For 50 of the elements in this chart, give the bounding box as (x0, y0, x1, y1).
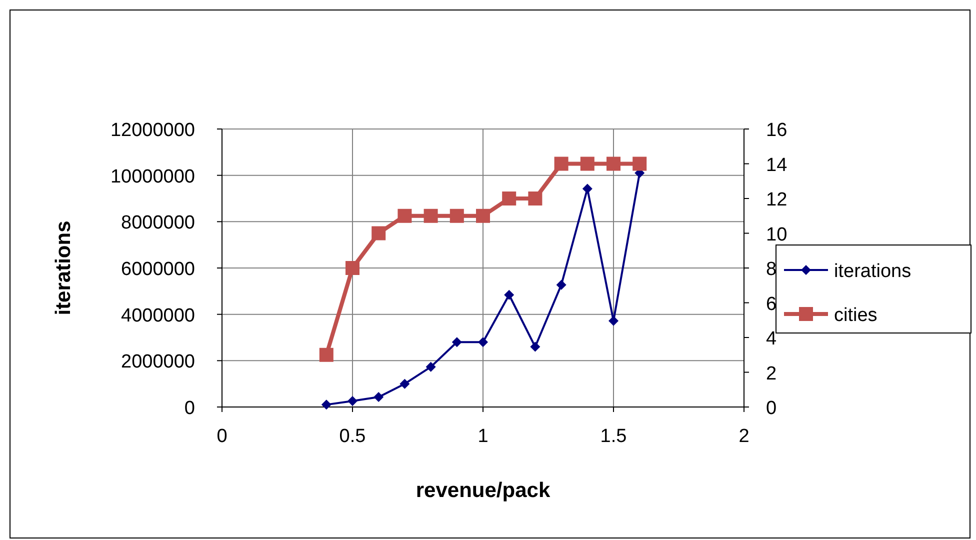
point (476, 208, 490, 223)
point (582, 184, 592, 194)
point (528, 192, 542, 206)
point (321, 400, 332, 410)
y2-tick-label: 4 (766, 328, 777, 350)
y2-tick-label: 8 (766, 259, 777, 280)
point (319, 348, 334, 362)
point (606, 156, 620, 171)
legend-label: iterations (834, 261, 912, 282)
y2-tick-label: 14 (766, 154, 788, 176)
point (556, 280, 566, 290)
point (608, 316, 618, 326)
y2-tick-label: 10 (766, 224, 788, 246)
point (580, 156, 594, 171)
point (398, 208, 412, 223)
x-tick-label: 0.5 (339, 426, 366, 447)
point (502, 192, 516, 206)
x-axis-title: revenue/pack (416, 479, 550, 502)
point (346, 261, 360, 275)
y-tick-label: 8000000 (121, 212, 195, 234)
y2-tick-label: 6 (766, 294, 777, 315)
y-tick-label: 6000000 (121, 259, 195, 280)
point (478, 337, 488, 348)
x-tick-label: 1.5 (600, 426, 627, 447)
point (400, 378, 410, 389)
point (426, 362, 436, 372)
point (554, 156, 568, 171)
point (450, 208, 464, 223)
y-tick-label: 12000000 (110, 120, 195, 141)
point (504, 290, 514, 300)
y-tick-label: 10000000 (110, 166, 195, 188)
y2-tick-label: 2 (766, 363, 777, 384)
point (452, 337, 462, 348)
point (632, 156, 647, 171)
y-tick-label: 2000000 (121, 352, 195, 373)
point (374, 392, 384, 402)
point (372, 226, 386, 240)
x-tick-label: 2 (738, 426, 750, 447)
y2-tick-label: 12 (766, 190, 788, 210)
point (530, 342, 540, 352)
y2-tick-label: 0 (766, 398, 777, 419)
y-tick-label: 0 (184, 398, 195, 419)
x-tick-label: 0 (216, 426, 228, 447)
point (424, 208, 438, 223)
y-axis-title: iterations (52, 220, 75, 316)
y2-tick-label: 16 (766, 120, 788, 141)
x-tick-label: 1 (478, 426, 488, 447)
y-tick-label: 4000000 (121, 305, 195, 326)
point (348, 396, 358, 406)
legend-label: cities (834, 305, 878, 326)
